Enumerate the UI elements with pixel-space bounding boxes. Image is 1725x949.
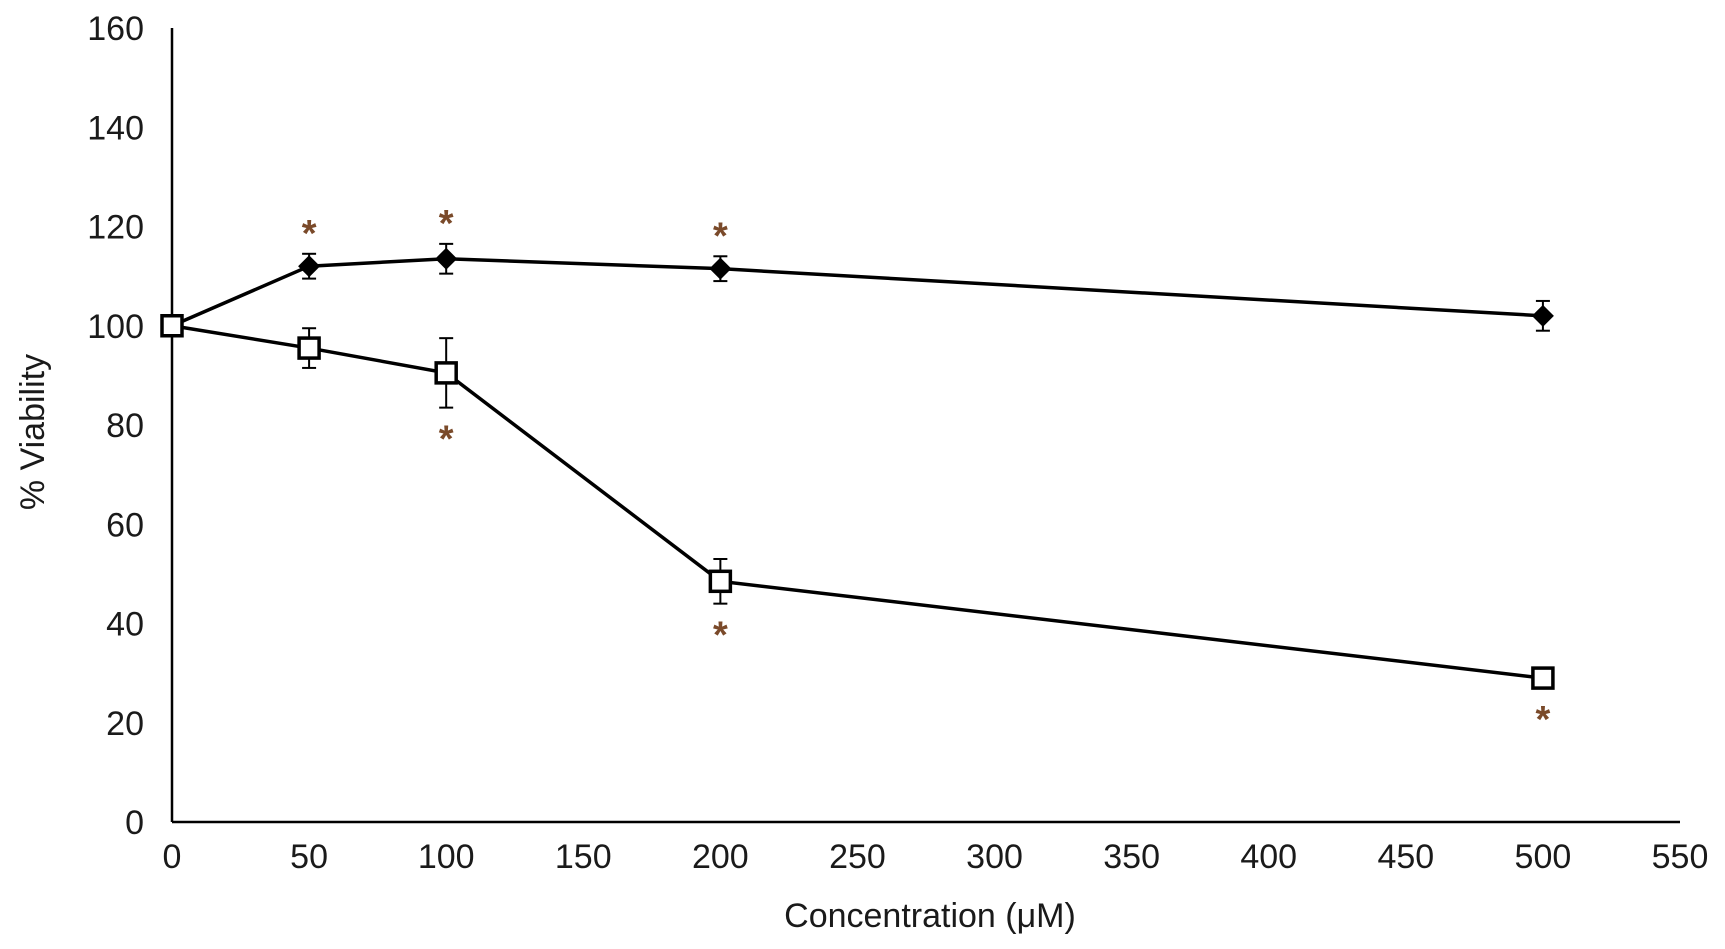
axes — [170, 28, 1680, 824]
y-tick-label: 120 — [87, 209, 144, 247]
significance-asterisk: * — [439, 203, 454, 245]
y-tick-label: 40 — [106, 606, 144, 644]
tick-labels: 0 20 40 60 80 100 120 140 160 0 50 100 150 200 250 300 3… — [87, 10, 1708, 876]
y-tick-label: 20 — [106, 705, 144, 743]
significance-asterisk: * — [713, 615, 728, 657]
significance-asterisk: * — [713, 215, 728, 257]
square-marker — [297, 336, 321, 360]
y-tick-label: 160 — [87, 10, 144, 48]
y-axis-title: % Viability — [14, 354, 52, 510]
x-tick-label: 500 — [1515, 838, 1572, 876]
x-tick-label: 450 — [1377, 838, 1434, 876]
series-2 — [160, 314, 1555, 690]
y-tick-label: 0 — [125, 804, 144, 842]
series-1 — [161, 242, 1554, 337]
x-tick-label: 100 — [418, 838, 475, 876]
x-tick-label: 250 — [829, 838, 886, 876]
y-tick-label: 140 — [87, 109, 144, 147]
x-tick-label: 150 — [555, 838, 612, 876]
diamond-marker — [298, 255, 321, 278]
x-axis-title: Concentration (μM) — [784, 897, 1076, 935]
significance-asterisk: * — [302, 213, 317, 255]
series-line — [171, 324, 1544, 680]
significance-asterisk: * — [1536, 699, 1551, 741]
y-tick-label: 100 — [87, 308, 144, 346]
diamond-marker — [435, 247, 458, 270]
significance-asterisk: * — [439, 419, 454, 461]
y-tick-label: 80 — [106, 407, 144, 445]
x-tick-label: 550 — [1652, 838, 1709, 876]
x-tick-label: 350 — [1103, 838, 1160, 876]
diamond-marker — [709, 257, 732, 280]
square-marker — [160, 314, 184, 338]
diamond-marker — [1531, 304, 1554, 327]
series-line — [171, 257, 1544, 328]
x-tick-label: 50 — [290, 838, 328, 876]
x-tick-label: 200 — [692, 838, 749, 876]
significance-markers: * * * * * * — [302, 203, 1551, 741]
y-tick-label: 60 — [106, 506, 144, 544]
series — [160, 242, 1555, 690]
x-tick-label: 300 — [966, 838, 1023, 876]
square-marker — [434, 361, 458, 385]
square-marker — [708, 569, 733, 594]
x-tick-label: 400 — [1240, 838, 1297, 876]
x-tick-label: 0 — [163, 838, 182, 876]
square-marker — [1531, 666, 1555, 690]
